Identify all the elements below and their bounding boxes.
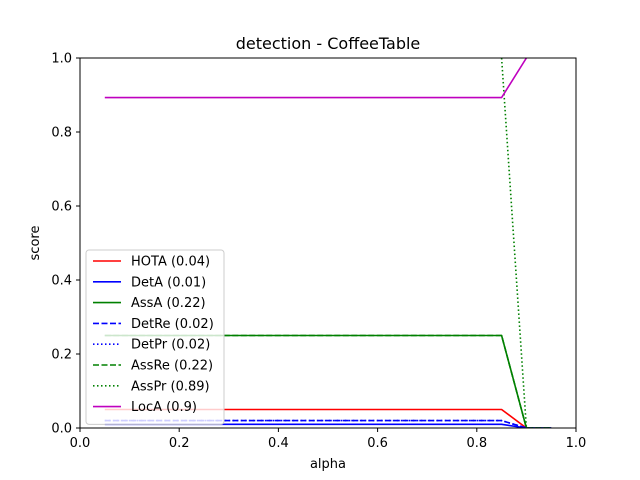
- legend-label-7: LocA (0.9): [131, 400, 197, 415]
- legend-label-0: HOTA (0.04): [131, 255, 210, 270]
- series-line-1: [104, 423, 552, 428]
- axis-layer: 0.0 0.2 0.4 0.6 0.8 1.0 0.0 0.2 0.4 0.6 0.8 1.0: [51, 52, 586, 452]
- x-tick-label: 1.0: [566, 436, 587, 451]
- legend-label-3: DetRe (0.02): [131, 317, 214, 332]
- y-tick-label: 0.6: [51, 200, 72, 215]
- x-tick-label: 0.8: [466, 436, 487, 451]
- legend-label-5: AssRe (0.22): [131, 359, 213, 374]
- y-axis-label: score: [28, 226, 43, 261]
- legend-box: [85, 249, 225, 425]
- series-layer: [104, 58, 552, 428]
- y-tick-label: 1.0: [51, 52, 72, 67]
- x-tick-label: 0.0: [70, 436, 91, 451]
- y-tick-label: 0.2: [51, 348, 72, 363]
- x-tick-label: 0.4: [268, 436, 289, 451]
- plot-frame: [79, 57, 577, 429]
- series-line-7: [104, 58, 528, 99]
- series-line-3: [104, 419, 552, 428]
- series-line-0: [104, 408, 552, 428]
- legend-label-6: AssPr (0.89): [131, 379, 210, 394]
- y-tick-label: 0.4: [51, 274, 72, 289]
- y-tick-label: 0.0: [51, 422, 72, 437]
- legend-label-2: AssA (0.22): [131, 296, 206, 311]
- legend: HOTA (0.04) DetA (0.01) AssA (0.22) DetRe (…: [85, 249, 225, 425]
- x-axis-label: alpha: [310, 457, 346, 472]
- y-tick-label: 0.8: [51, 126, 72, 141]
- x-tick-label: 0.2: [169, 436, 190, 451]
- legend-label-4: DetPr (0.02): [131, 338, 210, 353]
- series-line-5: [104, 334, 552, 428]
- x-tick-label: 0.6: [367, 436, 388, 451]
- legend-label-1: DetA (0.01): [131, 275, 206, 290]
- chart-title: detection - CoffeeTable: [236, 34, 421, 53]
- series-line-6: [500, 58, 552, 428]
